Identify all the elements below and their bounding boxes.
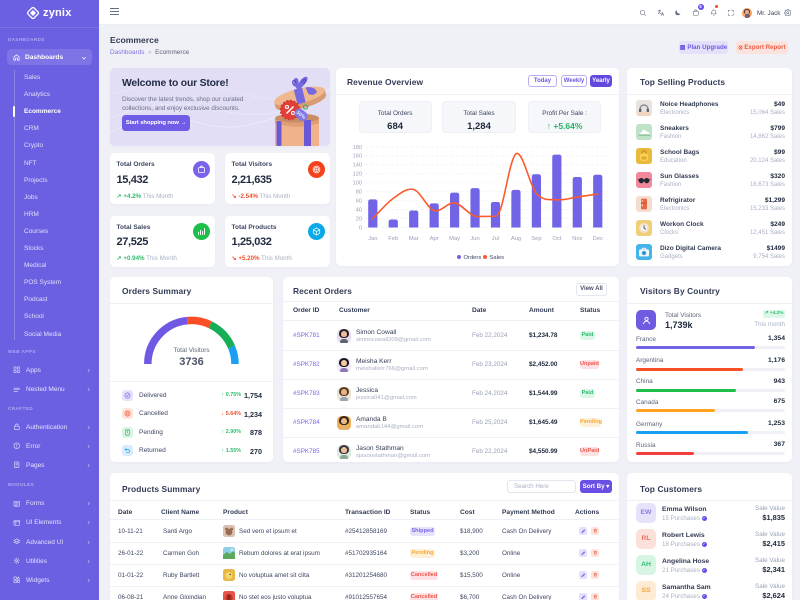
svg-text:120: 120: [353, 172, 362, 178]
svg-text:Sep: Sep: [531, 236, 541, 242]
svg-text:160: 160: [353, 154, 362, 160]
svg-text:Nov: Nov: [572, 236, 582, 242]
svg-text:180: 180: [353, 145, 362, 151]
svg-text:Aug: Aug: [511, 236, 521, 242]
svg-text:140: 140: [353, 163, 362, 169]
svg-text:20: 20: [356, 216, 362, 222]
svg-text:Sales: Sales: [490, 255, 505, 261]
svg-text:Dec: Dec: [593, 236, 603, 242]
svg-text:60: 60: [356, 199, 362, 205]
svg-text:Jan: Jan: [368, 236, 377, 242]
svg-text:Jul: Jul: [492, 236, 499, 242]
svg-text:40: 40: [356, 207, 362, 213]
svg-text:Mar: Mar: [409, 236, 419, 242]
svg-text:May: May: [449, 236, 460, 242]
svg-text:Feb: Feb: [388, 236, 398, 242]
svg-text:Orders: Orders: [464, 255, 482, 261]
svg-text:Apr: Apr: [430, 236, 439, 242]
svg-text:Oct: Oct: [552, 236, 561, 242]
svg-text:100: 100: [353, 181, 362, 187]
svg-text:0: 0: [359, 225, 362, 231]
svg-text:80: 80: [356, 190, 362, 196]
svg-text:Jun: Jun: [470, 236, 479, 242]
svg-text:50%: 50%: [295, 110, 307, 121]
